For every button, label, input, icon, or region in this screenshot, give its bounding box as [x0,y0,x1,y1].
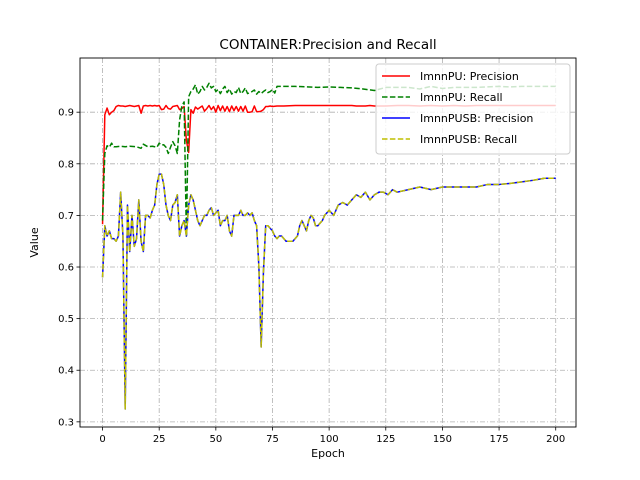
legend: ImnnPU: Precision ImnnPU: Recall ImnnPUSB:… [375,63,571,155]
legend-label: ImnnPU: Precision [420,70,519,83]
x-tick-label: 175 [490,434,509,445]
y-tick-label: 0.5 [58,314,74,325]
y-tick-label: 0.8 [58,159,74,170]
legend-label: ImnnPU: Recall [420,91,503,104]
y-tick-label: 0.3 [58,417,74,428]
legend-box [375,63,571,155]
y-axis-title: Value [28,227,41,257]
chart-title: CONTAINER:Precision and Recall [219,37,436,53]
series-line-1 [101,104,556,225]
x-tick-label: 75 [266,434,279,445]
x-axis-title: Epoch [311,447,345,460]
y-tick-label: 0.9 [58,108,74,119]
legend-label: ImnnPUSB: Recall [420,133,517,146]
series-line-4 [101,173,556,410]
x-tick-label: 150 [433,434,452,445]
x-tick-label: 125 [376,434,395,445]
axis-ticks: 0 25 50 75 100 125 150 175 200 0.3 0.4 0.5 0.6 0.7 0.8… [58,108,565,445]
plot-frame [79,57,577,428]
x-tick-label: 100 [320,434,339,445]
legend-label: ImnnPUSB: Precision [420,112,533,125]
x-tick-label: 0 [99,434,105,445]
x-tick-label: 200 [546,434,565,445]
y-tick-label: 0.6 [58,263,74,274]
y-tick-label: 0.7 [58,211,74,222]
x-tick-label: 50 [209,434,222,445]
x-tick-label: 25 [153,434,166,445]
y-tick-label: 0.4 [58,366,74,377]
